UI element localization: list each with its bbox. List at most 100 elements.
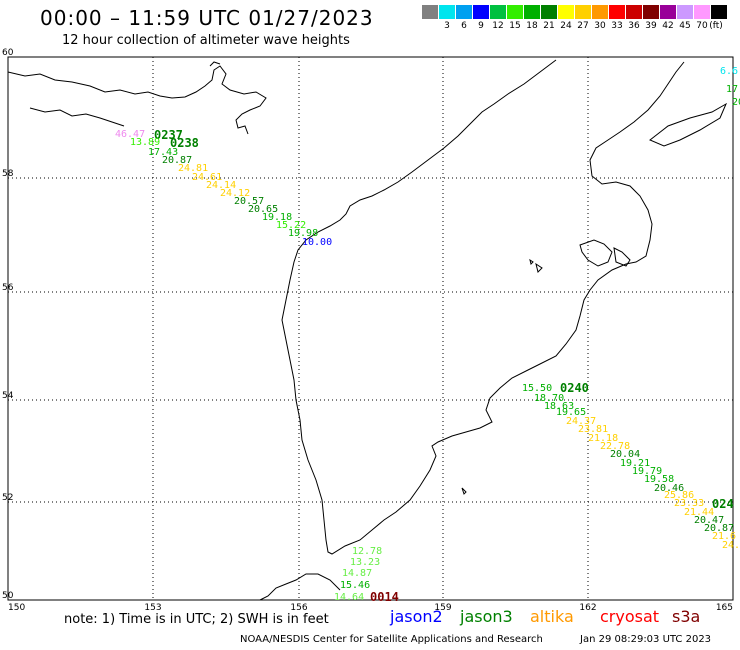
- legend-label: 36: [628, 21, 640, 31]
- latitude-tick-label: 60: [2, 48, 14, 58]
- legend-swatch: [660, 5, 676, 19]
- legend-label: 30: [594, 21, 606, 31]
- legend-swatch: [711, 5, 727, 19]
- graticule: 150 153 156 159 162 165 60 58 56 54 52 50: [2, 48, 733, 613]
- swh-reading: 12.78: [352, 546, 382, 557]
- swh-reading: 15.50: [522, 383, 552, 394]
- swh-reading: 15.22: [276, 220, 306, 231]
- longitude-tick-label: 156: [290, 603, 307, 613]
- satellite-name-cryosat: cryosat: [600, 607, 660, 626]
- swh-reading: 17.: [726, 84, 740, 95]
- legend-label: 3: [444, 21, 450, 31]
- legend-label: 45: [679, 21, 691, 31]
- pass-id-label: 0240: [560, 381, 589, 395]
- swh-reading: 14.87: [342, 568, 372, 579]
- satellite-name-jason2: jason2: [390, 607, 443, 626]
- swh-reading: 23.81: [578, 424, 608, 435]
- longitude-tick-label: 165: [716, 603, 733, 613]
- coastline: [7, 59, 728, 601]
- pass-id-label: 0238: [170, 136, 199, 150]
- swh-reading: 17.43: [148, 147, 178, 158]
- legend-swatch: [524, 5, 540, 19]
- longitude-tick-label: 162: [579, 603, 596, 613]
- swh-reading: 24.61: [192, 172, 222, 183]
- swh-reading: 24.12: [220, 188, 250, 199]
- swh-reading: 24.: [722, 540, 740, 551]
- map-title: 00:00 – 11:59 UTC 01/27/2023: [40, 6, 374, 30]
- swh-reading: 25.86: [664, 490, 694, 501]
- legend-swatch: [575, 5, 591, 19]
- legend-swatch: [490, 5, 506, 19]
- map-frame: [7, 56, 734, 601]
- legend-label: 33: [611, 21, 623, 31]
- swh-reading: 20: [732, 97, 740, 108]
- swh-reading: 20.65: [248, 204, 278, 215]
- swh-reading: 20.87: [704, 523, 734, 534]
- legend-label: 6: [461, 21, 467, 31]
- legend-swatch: [541, 5, 557, 19]
- credit-line: NOAA/NESDIS Center for Satellite Applica…: [240, 634, 543, 645]
- swh-reading: 21.18: [588, 433, 618, 444]
- map-subtitle: 12 hour collection of altimeter wave hei…: [62, 33, 350, 48]
- legend-swatch: [473, 5, 489, 19]
- swh-reading: 22.78: [600, 441, 630, 452]
- legend-label: 12: [492, 21, 504, 31]
- satellite-name-jason3: jason3: [460, 607, 513, 626]
- swh-reading: 20.04: [610, 449, 640, 460]
- longitude-tick-label: 159: [434, 603, 451, 613]
- swh-reading: 20.57: [234, 196, 264, 207]
- latitude-tick-label: 52: [2, 493, 13, 503]
- legend-label: 27: [577, 21, 589, 31]
- legend-swatch: [439, 5, 455, 19]
- swh-reading: 6.6: [720, 66, 738, 77]
- swh-reading: 24.37: [566, 416, 596, 427]
- legend-swatch: [626, 5, 642, 19]
- satellite-name-s3a: s3a: [672, 607, 701, 626]
- swh-reading: 21.44: [684, 507, 714, 518]
- swh-reading: 24.14: [206, 180, 236, 191]
- longitude-tick-label: 150: [8, 603, 25, 613]
- legend-label: 9: [478, 21, 484, 31]
- swh-reading: 14.64: [334, 592, 364, 603]
- swh-reading: 19.58: [644, 474, 674, 485]
- satellite-tracks: 023702380240024001446.4713.8917.4320.872…: [115, 66, 740, 604]
- latitude-tick-label: 56: [2, 283, 14, 293]
- legend-swatch: [677, 5, 693, 19]
- swh-reading: 13.89: [130, 137, 160, 148]
- swh-reading: 19.21: [620, 458, 650, 469]
- legend-swatch: [592, 5, 608, 19]
- latitude-tick-label: 50: [2, 591, 14, 601]
- legend-label: 15: [509, 21, 521, 31]
- pass-id-label: 024: [712, 497, 734, 511]
- legend-swatch: [422, 5, 438, 19]
- swh-reading: 21.6: [712, 531, 736, 542]
- swh-reading: 13.23: [350, 557, 380, 568]
- swh-reading: 18.63: [544, 401, 574, 412]
- pass-id-label: 0014: [370, 590, 399, 604]
- legend-label: 24: [560, 21, 572, 31]
- swh-reading: 19.18: [262, 212, 292, 223]
- swh-reading: 10.00: [302, 237, 332, 248]
- swh-reading: 23.33: [674, 498, 704, 509]
- legend-swatch: [558, 5, 574, 19]
- legend-label: 18: [526, 21, 538, 31]
- swh-reading: 20.87: [162, 155, 192, 166]
- satellite-name-altika: altika: [530, 607, 574, 626]
- swh-reading: 19.98: [288, 228, 318, 239]
- latitude-tick-label: 58: [2, 169, 14, 179]
- swh-reading: 15.46: [340, 580, 370, 591]
- legend-label: 21: [543, 21, 555, 31]
- legend-label: 42: [662, 21, 674, 31]
- longitude-tick-label: 153: [144, 603, 161, 613]
- swh-reading: 24.81: [178, 163, 208, 174]
- legend-swatch: [694, 5, 710, 19]
- pass-id-label: 0237: [154, 128, 183, 142]
- swh-reading: 19.65: [556, 407, 586, 418]
- swh-reading: 20.47: [694, 515, 724, 526]
- legend-swatch: [456, 5, 472, 19]
- legend-swatch: [507, 5, 523, 19]
- legend-unit: (ft): [709, 21, 723, 31]
- swh-reading: 18.70: [534, 393, 564, 404]
- swh-reading: 19.79: [632, 466, 662, 477]
